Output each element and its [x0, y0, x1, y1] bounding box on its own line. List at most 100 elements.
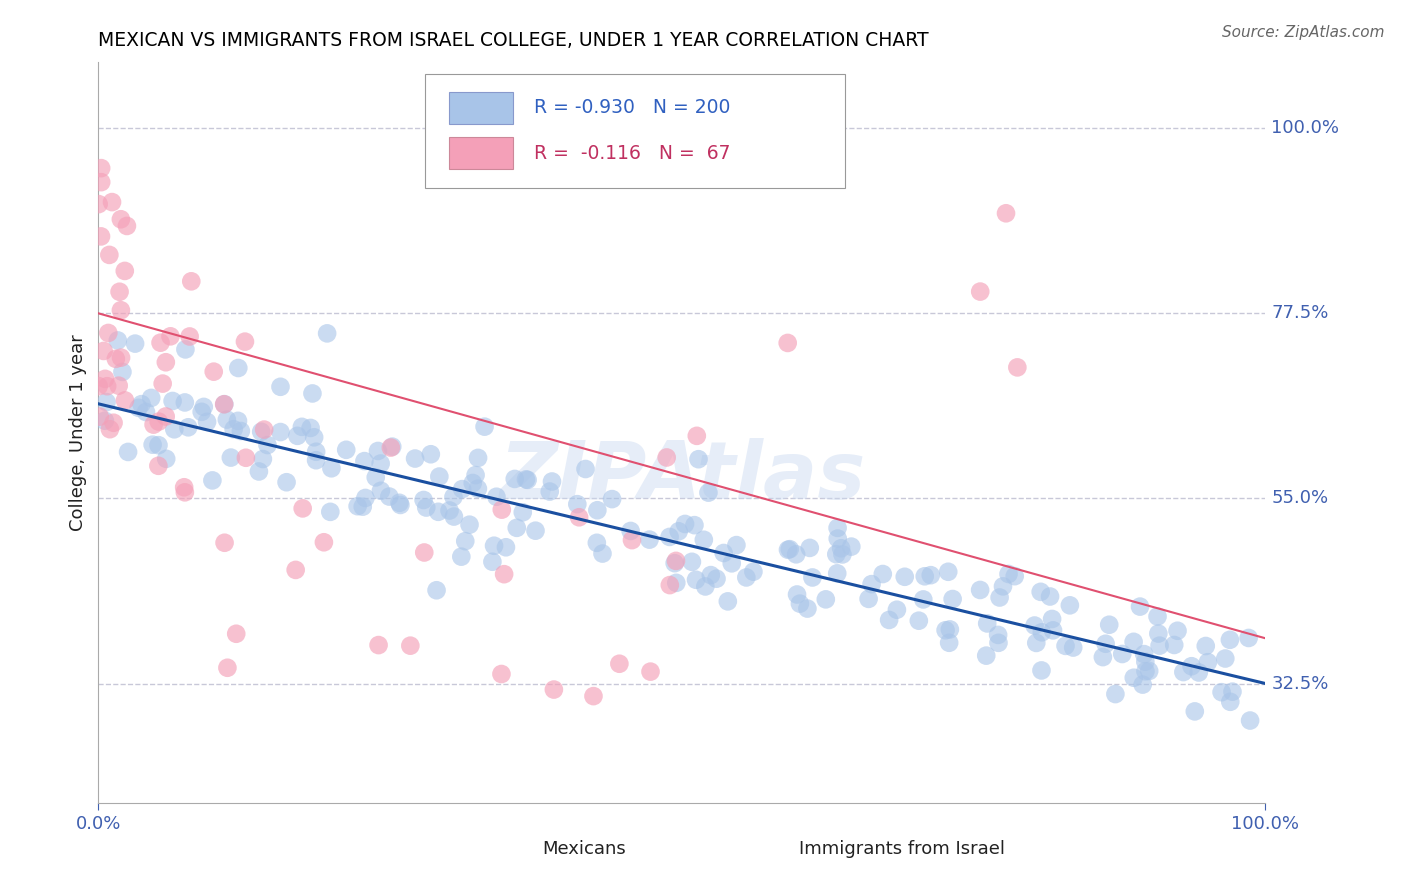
Point: [96, 379, 118, 393]
Point: [367, 638, 389, 652]
Point: [997, 566, 1019, 581]
Point: [226, 361, 249, 376]
Point: [148, 458, 170, 473]
Point: [939, 623, 962, 637]
Point: [467, 450, 489, 465]
Point: [1042, 624, 1064, 638]
Point: [725, 538, 748, 552]
Point: [404, 451, 426, 466]
Point: [491, 502, 513, 516]
Point: [877, 613, 900, 627]
Point: [149, 335, 172, 350]
Point: [454, 534, 477, 549]
Point: [481, 555, 503, 569]
Point: [111, 365, 134, 379]
Point: [620, 533, 643, 548]
Point: [173, 480, 195, 494]
Point: [96, 395, 118, 409]
Point: [485, 490, 508, 504]
Point: [1149, 639, 1171, 653]
Point: [1007, 360, 1029, 375]
Point: [458, 517, 481, 532]
Point: [319, 505, 342, 519]
Y-axis label: College, Under 1 year: College, Under 1 year: [69, 334, 87, 531]
Point: [201, 474, 224, 488]
Point: [256, 438, 278, 452]
Point: [658, 578, 681, 592]
Point: [1094, 637, 1116, 651]
Point: [1211, 685, 1233, 699]
Point: [987, 628, 1010, 642]
Point: [685, 573, 707, 587]
Point: [90, 175, 112, 189]
Point: [155, 409, 177, 424]
Point: [1039, 590, 1062, 604]
Point: [831, 548, 853, 562]
Point: [98, 422, 121, 436]
Point: [141, 391, 163, 405]
Point: [381, 440, 404, 454]
Point: [1129, 599, 1152, 614]
Point: [312, 535, 335, 549]
Point: [503, 472, 526, 486]
Point: [920, 568, 942, 582]
Point: [284, 563, 307, 577]
Point: [177, 420, 200, 434]
Point: [609, 657, 631, 671]
Point: [235, 450, 257, 465]
Point: [886, 603, 908, 617]
Point: [686, 429, 709, 443]
Point: [291, 420, 314, 434]
Point: [735, 570, 758, 584]
Point: [299, 421, 322, 435]
Point: [217, 661, 239, 675]
Point: [935, 624, 957, 638]
Point: [592, 547, 614, 561]
Point: [1104, 687, 1126, 701]
Point: [474, 419, 496, 434]
Point: [107, 378, 129, 392]
Point: [124, 336, 146, 351]
Point: [364, 470, 387, 484]
Point: [1146, 609, 1168, 624]
Text: Mexicans: Mexicans: [541, 839, 626, 858]
Point: [974, 648, 997, 663]
Point: [367, 444, 389, 458]
Point: [482, 539, 505, 553]
Point: [942, 592, 965, 607]
Point: [827, 532, 849, 546]
FancyBboxPatch shape: [449, 137, 513, 169]
Point: [567, 497, 589, 511]
Point: [148, 438, 170, 452]
Point: [1166, 624, 1188, 638]
Point: [524, 524, 547, 538]
Point: [987, 636, 1010, 650]
Point: [538, 484, 561, 499]
Point: [785, 547, 807, 561]
Point: [222, 422, 245, 436]
Point: [269, 380, 291, 394]
Point: [700, 568, 723, 582]
Point: [1004, 569, 1026, 583]
Point: [541, 475, 564, 489]
Point: [1173, 665, 1195, 679]
Point: [673, 516, 696, 531]
Point: [1054, 639, 1077, 653]
Point: [117, 445, 139, 459]
Point: [464, 468, 486, 483]
Point: [253, 423, 276, 437]
Text: MEXICAN VS IMMIGRANTS FROM ISRAEL COLLEGE, UNDER 1 YEAR CORRELATION CHART: MEXICAN VS IMMIGRANTS FROM ISRAEL COLLEG…: [98, 31, 929, 50]
Point: [693, 533, 716, 547]
Point: [90, 229, 112, 244]
Point: [346, 499, 368, 513]
Point: [665, 575, 688, 590]
Point: [574, 462, 596, 476]
Point: [491, 667, 513, 681]
Point: [370, 457, 392, 471]
Point: [893, 570, 915, 584]
Point: [568, 510, 591, 524]
Point: [779, 542, 801, 557]
Point: [287, 429, 309, 443]
Point: [585, 536, 607, 550]
Point: [1025, 636, 1047, 650]
